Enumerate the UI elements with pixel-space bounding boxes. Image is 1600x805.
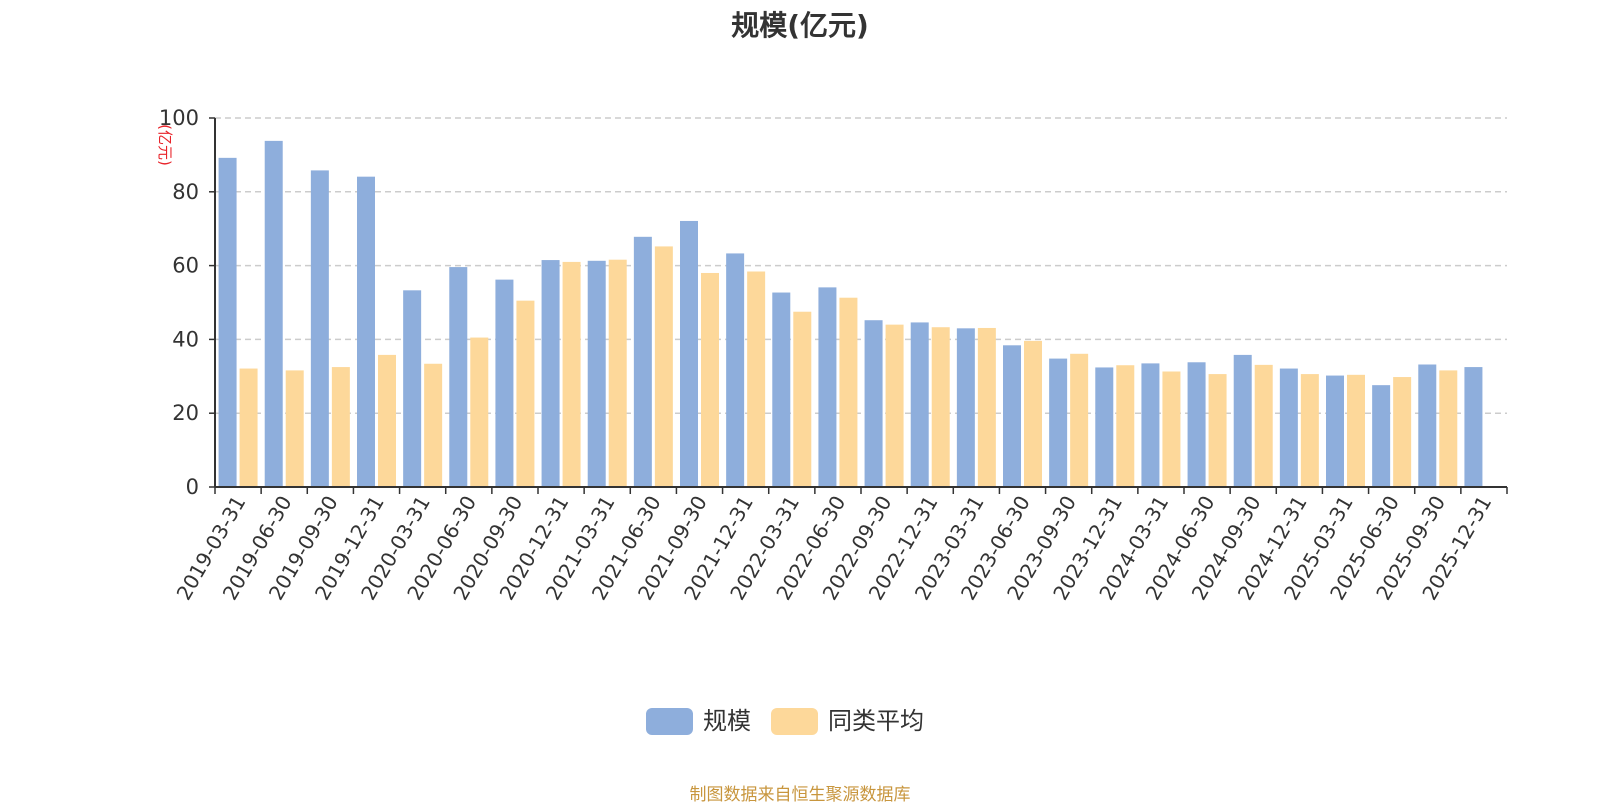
- bar-scale: [1049, 358, 1068, 487]
- x-tick-labels: 2019-03-312019-06-302019-09-302019-12-31…: [171, 492, 1496, 605]
- bar-scale: [956, 328, 975, 487]
- bar-scale: [1095, 367, 1114, 487]
- bar-scale: [1326, 375, 1344, 487]
- bar-scale: [1141, 363, 1160, 487]
- bar-peer-average: [1300, 374, 1319, 487]
- bar-scale: [310, 170, 329, 487]
- y-tick-label: 40: [172, 327, 199, 351]
- bar-peer-average: [1347, 374, 1365, 487]
- bar-scale: [680, 220, 698, 488]
- bar-scale: [1279, 368, 1298, 487]
- bar-peer-average: [516, 300, 535, 487]
- bar-peer-average: [885, 324, 904, 487]
- bar-peer-average: [331, 367, 350, 487]
- bar-scale: [818, 287, 837, 487]
- bar-peer-average: [378, 354, 396, 487]
- bar-peer-average: [793, 311, 812, 487]
- y-tick-label: 60: [172, 254, 199, 278]
- bar-scale: [264, 140, 283, 488]
- bar-peer-average: [608, 259, 627, 487]
- chart-title: 规模(亿元): [731, 9, 869, 42]
- bar-scale: [495, 279, 514, 487]
- bar-peer-average: [747, 271, 766, 487]
- bar-peer-average: [701, 272, 719, 487]
- bar-peer-average: [839, 297, 858, 487]
- bar-scale: [357, 176, 375, 487]
- bar-peer-average: [239, 368, 258, 487]
- bar-peer-average: [977, 327, 996, 487]
- bar-scale: [449, 267, 468, 487]
- y-axis-title: (亿元): [156, 124, 174, 166]
- y-tick-labels: 0 20 40 60 80 100: [159, 106, 199, 499]
- y-tick-label: 100: [159, 106, 199, 130]
- bar-scale: [587, 260, 606, 487]
- bar-scale: [1233, 354, 1252, 487]
- bar-scale: [1418, 364, 1437, 487]
- bar-peer-average: [931, 327, 950, 487]
- legend-label: 同类平均: [828, 707, 924, 735]
- legend-swatch: [771, 708, 818, 735]
- bar-scale: [864, 320, 883, 487]
- bar-scale: [772, 292, 791, 487]
- bars: [218, 140, 1483, 488]
- bar-scale: [403, 290, 422, 487]
- y-tick-label: 80: [172, 180, 199, 204]
- bar-scale: [726, 253, 745, 487]
- bar-peer-average: [1254, 364, 1273, 487]
- bar-scale: [633, 236, 652, 487]
- bar-peer-average: [562, 261, 581, 487]
- bar-scale: [218, 157, 237, 488]
- bar-peer-average: [1393, 377, 1412, 487]
- bar-peer-average: [1439, 370, 1458, 487]
- bar-scale: [910, 322, 929, 487]
- bar-scale: [1187, 362, 1206, 487]
- axes: [214, 118, 1508, 494]
- legend: 规模 同类平均: [646, 707, 924, 735]
- bar-scale: [541, 260, 560, 487]
- bar-peer-average: [1162, 371, 1181, 487]
- bar-peer-average: [1070, 353, 1089, 487]
- data-source-note: 制图数据来自恒生聚源数据库: [689, 785, 911, 805]
- legend-label: 规模: [703, 707, 751, 735]
- y-tick-label: 0: [186, 475, 199, 499]
- bar-peer-average: [470, 337, 489, 487]
- bar-peer-average: [285, 370, 304, 487]
- bar-peer-average: [1024, 340, 1042, 487]
- bar-peer-average: [424, 363, 443, 487]
- legend-swatch: [646, 708, 693, 735]
- bar-peer-average: [1208, 374, 1227, 487]
- bar-scale: [1372, 385, 1391, 487]
- y-tick-label: 20: [172, 401, 199, 425]
- bar-scale: [1003, 345, 1021, 487]
- bar-scale: [1464, 367, 1483, 487]
- bar-peer-average: [1116, 365, 1135, 487]
- bar-peer-average: [654, 246, 673, 487]
